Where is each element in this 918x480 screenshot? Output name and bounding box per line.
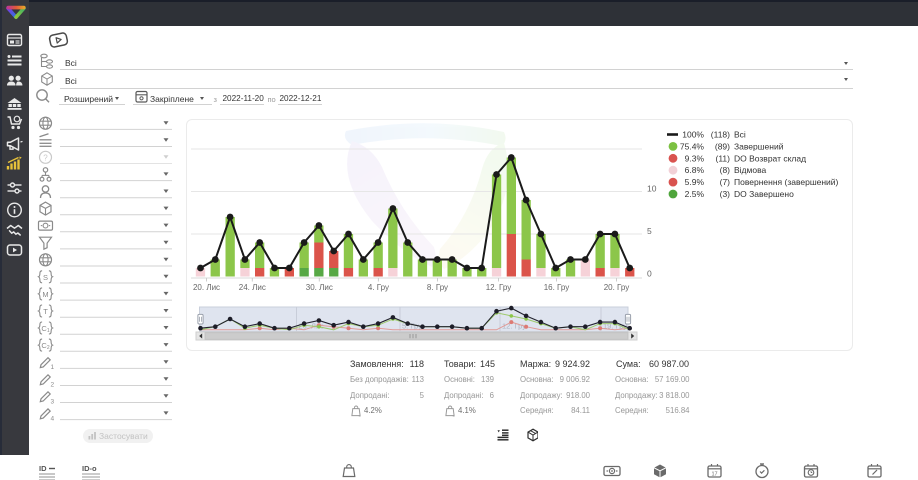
svg-text:?: ? — [43, 153, 48, 162]
svg-text:x: x — [359, 413, 361, 417]
svg-text:4: 4 — [51, 415, 55, 422]
svg-text:5.9%: 5.9% — [685, 177, 705, 187]
svg-text:(8): (8) — [720, 165, 731, 175]
svg-text:20. Гру: 20. Гру — [604, 283, 630, 292]
svg-text:8. Гру: 8. Гру — [427, 283, 448, 292]
svg-text:2.5%: 2.5% — [685, 189, 705, 199]
svg-text:100%: 100% — [682, 130, 704, 140]
svg-text:Завершений: Завершений — [734, 141, 784, 151]
svg-text:12. Гру: 12. Гру — [486, 283, 512, 292]
svg-text:16. Гру: 16. Гру — [544, 283, 570, 292]
svg-text:ID: ID — [39, 464, 47, 473]
svg-text:(89): (89) — [715, 141, 730, 151]
svg-text:(7): (7) — [720, 177, 731, 187]
svg-text:ID-o: ID-o — [82, 464, 97, 473]
svg-text:C2: C2 — [41, 341, 49, 351]
svg-text:9.3%: 9.3% — [685, 153, 705, 163]
svg-text:Всі: Всі — [734, 130, 746, 140]
svg-text:T: T — [43, 307, 48, 316]
svg-text:S: S — [43, 273, 48, 282]
svg-text:M: M — [42, 290, 48, 299]
svg-text:24. Лис: 24. Лис — [239, 283, 266, 292]
svg-text:19. Гру: 19. Гру — [603, 322, 627, 331]
svg-text:1: 1 — [51, 364, 55, 371]
svg-text:Повернення (завершений): Повернення (завершений) — [734, 177, 839, 187]
svg-text:5. Гру: 5. Гру — [402, 322, 422, 331]
svg-text:20. Лис: 20. Лис — [193, 283, 220, 292]
svg-text:5: 5 — [647, 226, 652, 236]
svg-text:2: 2 — [51, 381, 55, 388]
svg-text:75.4%: 75.4% — [680, 141, 705, 151]
svg-text:(11): (11) — [716, 153, 731, 163]
svg-text:0: 0 — [647, 269, 652, 279]
svg-text:(118): (118) — [711, 130, 730, 140]
svg-text:17: 17 — [711, 472, 717, 478]
svg-text:x: x — [453, 413, 455, 417]
svg-text:C1: C1 — [41, 324, 49, 334]
svg-text:10: 10 — [647, 184, 657, 194]
svg-text:30. Лис: 30. Лис — [306, 283, 333, 292]
svg-text:12. Гру: 12. Гру — [502, 322, 526, 331]
svg-text:(3): (3) — [720, 189, 731, 199]
svg-text:Відмова: Відмова — [734, 165, 767, 175]
svg-text:3: 3 — [51, 398, 55, 405]
svg-text:4. Гру: 4. Гру — [368, 283, 389, 292]
svg-text:DO Возврат склад: DO Возврат склад — [734, 153, 806, 163]
svg-text:DO Завершено: DO Завершено — [734, 189, 794, 199]
svg-text:6.8%: 6.8% — [685, 165, 705, 175]
